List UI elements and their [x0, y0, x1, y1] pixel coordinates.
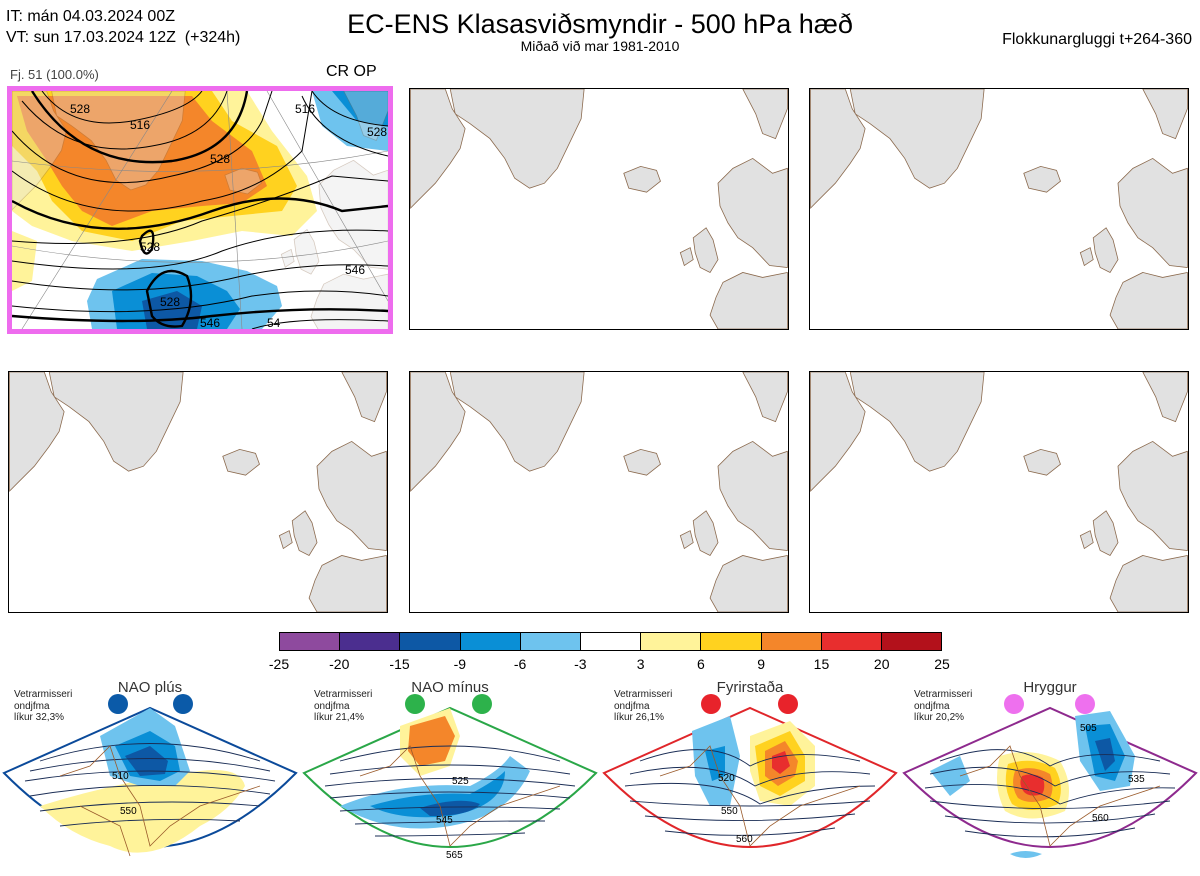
regime-contour-label: 520 — [718, 773, 735, 784]
regime-blocking-map: 520 550 560 — [602, 694, 898, 848]
cluster-map-1-svg: 528 516 528 528 516 528 528 546 546 54 — [12, 91, 388, 329]
regime-probability: Vetrarmisseri ondjfma líkur 21,4% — [314, 689, 373, 723]
colorbar-segment — [761, 633, 822, 650]
regime-nao-plus-map: 510 550 — [2, 694, 298, 857]
map-4-land — [9, 372, 387, 612]
regime-contour-label: 505 — [1080, 723, 1097, 734]
colorbar-segment — [701, 633, 762, 650]
colorbar-segment — [460, 633, 521, 650]
header-info: IT: mán 04.03.2024 00Z VT: sun 17.03.2024… — [6, 6, 240, 48]
regime-probability: Vetrarmisseri ondjfma líkur 20,2% — [914, 689, 973, 723]
page-title: EC-ENS Klasasviðsmyndir - 500 hPa hæð — [347, 9, 853, 39]
regime-probability: Vetrarmisseri ondjfma líkur 26,1% — [614, 689, 673, 723]
regime-contour-label: 525 — [452, 776, 469, 787]
regime-contour-label: 550 — [120, 806, 137, 817]
colorbar-segment — [340, 633, 401, 650]
page-subtitle: Miðað við mar 1981-2010 — [520, 38, 680, 54]
colorbar-segment — [400, 633, 461, 650]
colorbar-tick-label: -15 — [389, 656, 410, 672]
regime-contour-label: 560 — [736, 834, 753, 845]
contour-label: 516 — [295, 102, 315, 116]
colorbar-segment — [881, 633, 942, 650]
colorbar-tick-label: 25 — [934, 656, 950, 672]
colorbar-segment — [641, 633, 702, 650]
colorbar-segment — [821, 633, 882, 650]
regime-nao-minus: 525 545 565 NAO mínus Vetrarmisseri ondj… — [300, 676, 600, 871]
regime-blocking: 520 550 560 Fyrirstaða Vetrarmisseri ond… — [600, 676, 900, 871]
regime-ridge-map: 505 535 560 — [902, 694, 1198, 858]
regime-dot — [778, 694, 798, 714]
contour-label: 516 — [130, 118, 150, 132]
regime-dot — [1004, 694, 1024, 714]
regime-dot — [173, 694, 193, 714]
colorbar-tick-label: 15 — [813, 656, 830, 672]
regime-name: Fyrirstaða — [716, 679, 784, 696]
cluster-map-1: 528 516 528 528 516 528 528 546 546 54 — [7, 86, 393, 334]
colorbar-tick-label: -9 — [453, 656, 467, 672]
regime-contour-label: 535 — [1128, 774, 1145, 785]
contour-label: 546 — [200, 316, 220, 329]
colorbar-tick-label: -3 — [574, 656, 587, 672]
regime-contour-label: 510 — [112, 771, 129, 782]
regime-name: NAO mínus — [411, 679, 489, 696]
regime-nao-plus: 510 550 NAO plús Vetrarmisseri ondjfma l… — [0, 676, 300, 871]
regime-contour-label: 545 — [436, 815, 453, 826]
contour-label: 546 — [345, 263, 365, 277]
valid-time: VT: sun 17.03.2024 12Z (+324h) — [6, 29, 241, 46]
colorbar-segment — [520, 633, 581, 650]
colorbar-tick-label: 20 — [873, 656, 890, 672]
regime-name: NAO plús — [117, 679, 183, 696]
regime-contour-label: 565 — [446, 850, 463, 861]
contour-label: 528 — [140, 240, 160, 254]
contour-label: 528 — [210, 152, 230, 166]
regime-dot — [1075, 694, 1095, 714]
contour-label: 528 — [70, 102, 90, 116]
regime-nao-minus-map: 525 545 565 — [302, 694, 598, 861]
map-3-land — [810, 89, 1188, 329]
map-6-land — [810, 372, 1188, 612]
colorbar-segment — [580, 633, 642, 650]
regime-dot — [405, 694, 425, 714]
colorbar-tick-label: 9 — [757, 656, 766, 672]
regime-contour-label: 560 — [1092, 813, 1109, 824]
colorbar-tick-label: -20 — [329, 656, 350, 672]
classification-window: Flokkunargluggi t+264-360 — [1002, 31, 1192, 48]
regime-dot — [701, 694, 721, 714]
colorbar — [279, 632, 942, 651]
contour-label: 54 — [267, 316, 281, 329]
contour-label: 528 — [160, 295, 180, 309]
cluster-map-3 — [809, 88, 1189, 330]
contour-label: 528 — [367, 125, 387, 139]
cluster-map-2 — [409, 88, 789, 330]
colorbar-tick-label: -6 — [513, 656, 527, 672]
colorbar-tick-label: 3 — [636, 656, 645, 672]
regime-contour-label: 550 — [721, 806, 738, 817]
regime-dot — [472, 694, 492, 714]
colorbar-tick-label: -25 — [268, 656, 290, 672]
cluster-members-label: Fj. 51 (100.0%) — [10, 67, 99, 82]
cluster-map-6 — [809, 371, 1189, 613]
regime-probability: Vetrarmisseri ondjfma líkur 32,3% — [14, 689, 73, 723]
initial-time: IT: mán 04.03.2024 00Z — [6, 8, 175, 25]
colorbar-tick-label: 6 — [697, 656, 705, 672]
regime-name: Hryggur — [1023, 679, 1077, 696]
colorbar-segment — [280, 633, 341, 650]
regime-ridge: 505 535 560 Hryggur Vetrarmisseri ondjfm… — [900, 676, 1200, 871]
cluster-map-4 — [8, 371, 388, 613]
cluster-map-5 — [409, 371, 789, 613]
map-5-land — [410, 372, 788, 612]
cluster-tags: CR OP — [326, 63, 377, 80]
map-2-land — [410, 89, 788, 329]
regime-dot — [108, 694, 128, 714]
